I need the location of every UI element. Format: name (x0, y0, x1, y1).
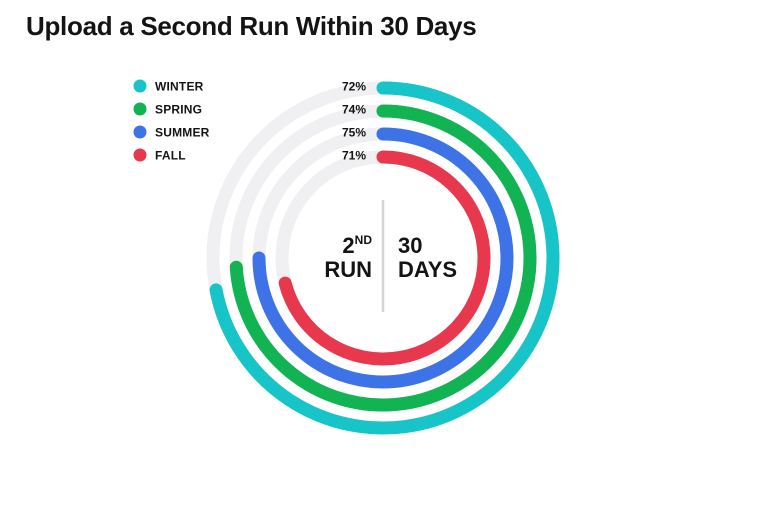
arc-fall (278, 150, 491, 366)
value-labels: 72% 74% 75% 71% (342, 79, 366, 162)
center-run-word: RUN (324, 257, 372, 282)
legend-swatch-winter (133, 79, 147, 93)
center-days-word: DAYS (398, 257, 457, 282)
arc-summer (252, 127, 514, 389)
legend-swatch-fall (133, 148, 147, 162)
center-run-label: 2ND (342, 233, 372, 258)
value-label-winter: 72% (342, 79, 366, 93)
center-days-number: 30 (398, 233, 422, 258)
center-run-superscript: ND (355, 233, 373, 247)
legend: WINTER SPRING SUMMER FALL (133, 79, 210, 162)
value-label-fall: 71% (342, 148, 366, 162)
chart-title: Upload a Second Run Within 30 Days (26, 11, 477, 41)
legend-label-winter: WINTER (155, 79, 204, 93)
legend-swatch-summer (133, 125, 147, 139)
arc-winter (209, 81, 560, 435)
legend-label-spring: SPRING (155, 102, 202, 116)
legend-label-summer: SUMMER (155, 125, 210, 139)
center-label: 2ND RUN 30 DAYS (324, 200, 457, 312)
ring-arcs (209, 81, 560, 435)
arc-spring (229, 104, 537, 412)
center-run-number: 2 (342, 233, 354, 258)
value-label-spring: 74% (342, 102, 366, 116)
legend-label-fall: FALL (155, 148, 186, 162)
value-label-summer: 75% (342, 125, 366, 139)
legend-swatch-spring (133, 102, 147, 116)
